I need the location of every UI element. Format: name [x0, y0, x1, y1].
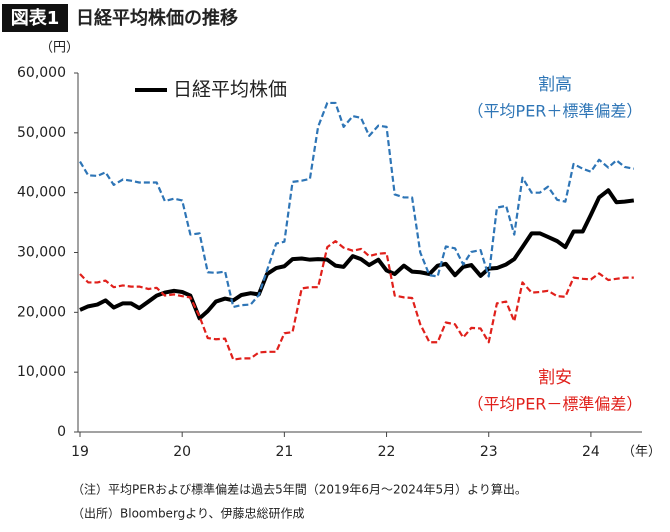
chart-title: 日経平均株価の推移 [76, 7, 238, 29]
series-line [79, 240, 634, 361]
series-label: 割安 [538, 368, 572, 388]
x-tick-label: 23 [480, 444, 498, 460]
x-tick-label: 21 [275, 444, 293, 460]
y-unit: （円） [40, 41, 79, 56]
series-annotation: （平均PER＋標準偏差） [468, 102, 643, 121]
x-tick-label: 24 [582, 444, 600, 460]
y-tick-label: 50,000 [17, 125, 66, 141]
note: （注）平均PERおよび標準偏差は過去5年間（2019年6月～2024年5月）より… [72, 482, 527, 497]
y-tick-label: 0 [57, 424, 66, 440]
y-tick-label: 60,000 [17, 65, 66, 81]
source: （出所）Bloombergより、伊藤忠総研作成 [72, 507, 305, 521]
badge-box [2, 4, 68, 32]
series-line [79, 188, 635, 321]
badge: 図表1 [11, 7, 60, 29]
y-tick-label: 10,000 [17, 364, 66, 380]
x-tick-label: 22 [378, 444, 396, 460]
y-tick-label: 20,000 [17, 304, 66, 320]
series-annotation: （平均PER－標準偏差） [468, 395, 643, 414]
series-line [79, 101, 635, 309]
legend-label: 日経平均株価 [173, 79, 287, 101]
series-label: 割高 [538, 75, 572, 95]
x-tick-label: 19 [71, 444, 89, 460]
y-tick-label: 40,000 [17, 185, 66, 201]
x-tick-label: 20 [173, 444, 191, 460]
x-unit: （年） [622, 445, 661, 460]
y-tick-label: 30,000 [17, 245, 66, 261]
